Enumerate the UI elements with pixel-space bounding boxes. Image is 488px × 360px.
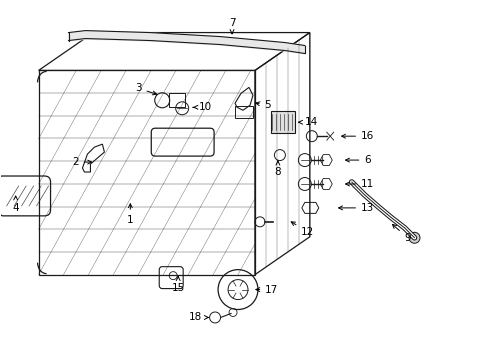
Text: 18: 18	[188, 312, 208, 323]
Text: 6: 6	[345, 155, 370, 165]
Text: 7: 7	[228, 18, 235, 33]
Text: 1: 1	[127, 204, 133, 225]
Text: 17: 17	[255, 284, 278, 294]
Text: 4: 4	[12, 196, 19, 213]
Text: 11: 11	[345, 179, 373, 189]
Circle shape	[408, 232, 419, 243]
Text: 15: 15	[171, 276, 184, 293]
Text: 9: 9	[392, 224, 410, 243]
Text: 16: 16	[341, 131, 373, 141]
Text: 12: 12	[290, 222, 314, 237]
Text: 3: 3	[135, 84, 156, 95]
Text: 14: 14	[298, 117, 318, 127]
Text: 5: 5	[255, 100, 271, 110]
Text: 10: 10	[193, 102, 211, 112]
Text: 2: 2	[72, 157, 91, 167]
Text: 8: 8	[274, 161, 281, 177]
FancyBboxPatch shape	[270, 111, 294, 133]
Text: 13: 13	[338, 203, 373, 213]
